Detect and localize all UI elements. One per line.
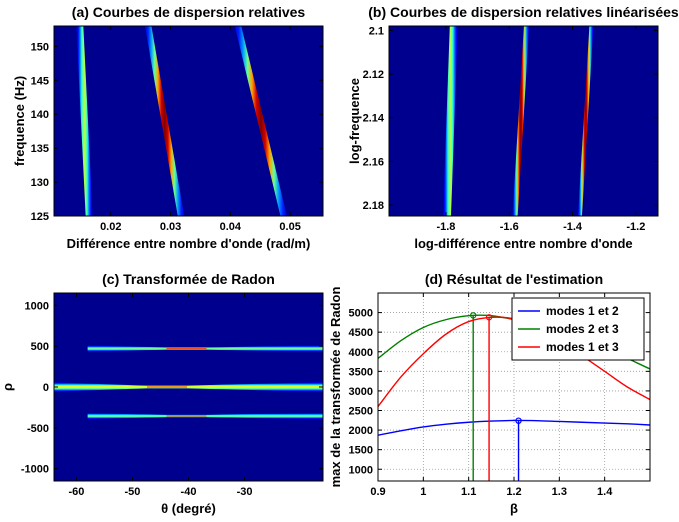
panel-b-xlabel: log-différence entre nombre d'onde <box>414 236 632 251</box>
panel-a-ytick-label: 140 <box>31 109 49 121</box>
legend-label-2: modes 2 et 3 <box>546 322 619 336</box>
panel-a-ylabel: frequence (Hz) <box>12 76 27 166</box>
panel-a-image <box>54 26 323 216</box>
panel-b-ytick-label: 2.12 <box>363 69 384 81</box>
panel-a-ytick-label: 150 <box>31 41 49 53</box>
legend: modes 1 et 2 modes 2 et 3 modes 1 et 3 <box>511 297 645 361</box>
panel-a-xtick-label: 0.02 <box>100 221 121 233</box>
panel-b-ytick-label: 2.16 <box>363 156 384 168</box>
legend-label-1: modes 1 et 2 <box>546 304 619 318</box>
legend-label-3: modes 1 et 3 <box>546 340 619 354</box>
panel-a: (a) Courbes de dispersion relatives Diffé… <box>12 4 323 251</box>
panel-b-dispersion-curve-2 <box>512 26 530 216</box>
panel-d-ytick-label: 3500 <box>349 366 373 378</box>
panel-a-title: (a) Courbes de dispersion relatives <box>72 4 306 20</box>
panel-c-xtick-label: -30 <box>237 486 253 498</box>
panel-c-ytick-label: -500 <box>27 423 49 435</box>
series-peak-point-3 <box>485 314 493 321</box>
panel-b-xtick-label: -1.4 <box>563 221 583 233</box>
panel-a-xtick-label: 0.05 <box>279 221 300 233</box>
panel-a-ytick-label: 125 <box>31 211 49 223</box>
panel-c: (c) Transformée de Radon θ (degré) ρ -60 -50… <box>0 271 323 516</box>
panel-b-xtick-label: -1.2 <box>626 221 645 233</box>
panel-c-title: (c) Transformée de Radon <box>102 271 275 287</box>
panel-d-xtick-label: 1.4 <box>597 486 613 498</box>
panel-a-xtick-label: 0.04 <box>220 221 242 233</box>
panel-a-dispersion-curve-2 <box>144 26 185 216</box>
panel-d-plot: modes 1 et 2 modes 2 et 3 modes 1 et 3 <box>377 293 650 481</box>
panel-d-ytick-label: 3000 <box>349 386 373 398</box>
panel-a-ytick-label: 145 <box>31 75 49 87</box>
panel-d-title: (d) Résultat de l'estimation <box>425 271 603 287</box>
panel-d-xtick-label: 1 <box>420 486 426 498</box>
panel-c-ytick-label: 1000 <box>25 300 49 312</box>
panel-d-ytick-label: 5000 <box>349 308 373 320</box>
panel-d-ytick-label: 1500 <box>349 445 373 457</box>
panel-b-dispersion-curve-3 <box>577 26 594 216</box>
panel-d-ytick-label: 1000 <box>349 464 373 476</box>
panel-b-ytick-label: 2.1 <box>369 25 384 37</box>
panel-a-ytick-label: 135 <box>31 143 49 155</box>
panel-b-xtick-label: -1.6 <box>500 221 519 233</box>
panel-c-xtick-label: -60 <box>68 486 84 498</box>
panel-d-ylabel: max de la transformée de Radon <box>328 287 343 488</box>
panel-b-dispersion-curve-1 <box>442 26 458 216</box>
panel-b-ylabel: log-frequence <box>347 78 362 164</box>
panel-c-ytick-label: 500 <box>31 341 49 353</box>
panel-d-ytick-label: 2000 <box>349 425 373 437</box>
panel-d-ytick-label: 2500 <box>349 406 373 418</box>
panel-c-radon-band-2 <box>54 382 323 392</box>
panel-d-xlabel: β <box>510 501 518 516</box>
panel-a-dispersion-curve-1 <box>76 26 93 216</box>
series-peak-point-1 <box>515 417 522 424</box>
panel-c-ytick-label: -1000 <box>21 464 49 476</box>
series-line-1 <box>378 419 650 436</box>
panel-c-ylabel: ρ <box>0 383 15 391</box>
panel-b-ytick-label: 2.14 <box>363 113 385 125</box>
panel-d-ytick-label: 4000 <box>349 347 373 359</box>
panel-a-dispersion-curve-3 <box>234 26 287 216</box>
panel-c-xlabel: θ (degré) <box>161 501 216 516</box>
panel-b: (b) Courbes de dispersion relatives liné… <box>347 4 679 251</box>
panel-c-ytick-label: 0 <box>43 382 49 394</box>
panel-a-xtick-label: 0.03 <box>160 221 181 233</box>
panel-d-ytick-label: 4500 <box>349 327 373 339</box>
panel-d-xtick-label: 1.1 <box>461 486 476 498</box>
panel-a-ytick-label: 130 <box>31 177 49 189</box>
panel-a-background <box>54 26 323 216</box>
panel-c-xtick-label: -40 <box>181 486 197 498</box>
panel-c-image <box>54 293 323 481</box>
series-peak-point-2 <box>470 312 477 319</box>
panel-a-xlabel: Différence entre nombre d'onde (rad/m) <box>67 236 311 251</box>
panel-d-xtick-label: 1.3 <box>552 486 567 498</box>
panel-b-ytick-label: 2.18 <box>363 200 384 212</box>
panel-d: (d) Résultat de l'estimation β max de la t… <box>328 271 650 516</box>
panel-b-image <box>389 26 658 216</box>
panel-c-xtick-label: -50 <box>125 486 141 498</box>
panel-d-xtick-label: 0.9 <box>370 486 385 498</box>
panel-d-xtick-label: 1.2 <box>506 486 521 498</box>
panel-b-title: (b) Courbes de dispersion relatives liné… <box>368 4 679 20</box>
panel-b-xtick-label: -1.8 <box>436 221 455 233</box>
